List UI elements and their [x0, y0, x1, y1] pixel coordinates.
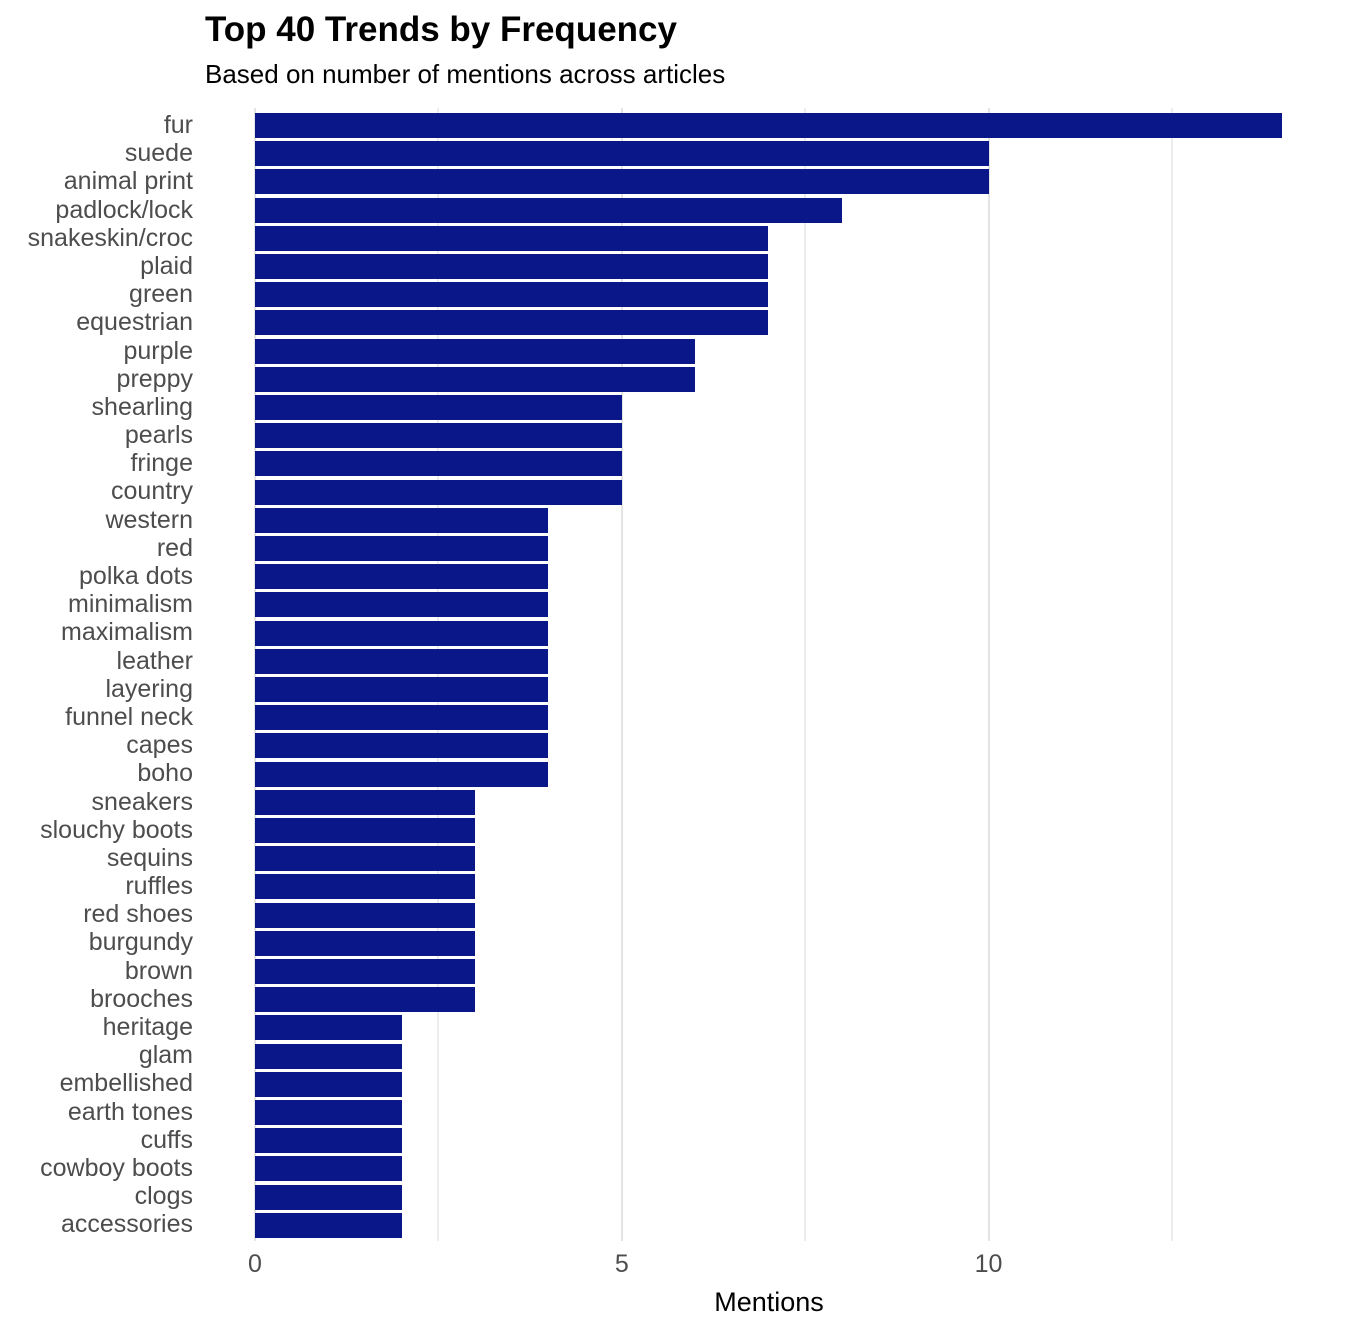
- category-label: leather: [116, 646, 193, 675]
- category-label: capes: [126, 731, 193, 760]
- bar: [255, 677, 549, 702]
- bar: [255, 1100, 402, 1125]
- category-label: fur: [163, 111, 193, 139]
- category-label: preppy: [116, 364, 193, 393]
- bar: [255, 395, 622, 420]
- category-label: country: [111, 477, 193, 506]
- category-label: pearls: [124, 421, 193, 450]
- category-label: heritage: [102, 1013, 193, 1041]
- category-label: brooches: [90, 984, 193, 1013]
- chart-subtitle: Based on number of mentions across artic…: [205, 59, 726, 89]
- category-label: snakeskin/croc: [27, 223, 193, 252]
- category-label: cowboy boots: [40, 1153, 193, 1182]
- bar: [255, 1128, 402, 1154]
- gridline-major: [254, 108, 256, 1241]
- category-label: western: [105, 505, 193, 534]
- category-label: accessories: [61, 1210, 193, 1239]
- category-label: ruffles: [125, 872, 193, 901]
- bar: [255, 338, 696, 364]
- bar: [255, 282, 769, 308]
- category-label: earth tones: [67, 1097, 193, 1126]
- gridline-minor: [804, 108, 807, 1241]
- category-label: fringe: [130, 449, 193, 478]
- category-label: shearling: [91, 392, 193, 421]
- gridline-minor: [1170, 108, 1173, 1241]
- bar: [255, 705, 549, 731]
- gridline-major: [620, 108, 623, 1241]
- gridline-minor: [437, 108, 440, 1241]
- category-label: polka dots: [79, 562, 193, 590]
- x-axis-title: Mentions: [714, 1287, 824, 1317]
- category-label: plaid: [140, 251, 193, 280]
- category-label: clogs: [134, 1182, 193, 1211]
- bar: [255, 254, 769, 279]
- category-label: funnel neck: [65, 702, 193, 731]
- category-label: embellished: [59, 1069, 193, 1098]
- bar: [255, 423, 622, 449]
- category-label: minimalism: [68, 590, 193, 619]
- bar: [255, 987, 476, 1013]
- bar: [255, 902, 476, 928]
- bar: [255, 761, 549, 787]
- bar: [255, 1015, 402, 1041]
- bar: [255, 789, 476, 815]
- category-label: green: [129, 280, 193, 309]
- category-label: layering: [105, 674, 193, 703]
- bar: [255, 959, 476, 984]
- category-label: equestrian: [76, 308, 193, 337]
- bar: [255, 564, 549, 590]
- bar: [255, 1071, 402, 1097]
- category-label: purple: [123, 336, 194, 365]
- category-label: padlock/lock: [55, 195, 193, 224]
- bar: [255, 141, 989, 167]
- x-tick-label: 0: [248, 1250, 262, 1278]
- gridline-major: [987, 108, 990, 1241]
- bar: [255, 1184, 402, 1210]
- category-label: brown: [124, 956, 193, 985]
- bar: [255, 846, 476, 872]
- bar: [255, 874, 476, 900]
- bar: [255, 733, 549, 759]
- category-label: suede: [124, 139, 193, 168]
- category-label: slouchy boots: [40, 815, 193, 844]
- plot-panel: [254, 108, 1348, 1241]
- category-label: burgundy: [88, 928, 193, 957]
- category-label: maximalism: [61, 618, 193, 647]
- category-label: boho: [137, 759, 193, 788]
- category-label: glam: [138, 1041, 193, 1070]
- bar: [255, 225, 769, 251]
- y-axis-labels: fur suede animal print padlock/lock snakeski…: [0, 111, 193, 1239]
- category-label: sneakers: [91, 787, 193, 816]
- x-tick-label: 10: [974, 1250, 1003, 1278]
- category-label: red shoes: [83, 900, 193, 929]
- bar: [255, 451, 622, 477]
- bar: [255, 479, 622, 505]
- bar: [255, 197, 842, 223]
- bar: [255, 1156, 402, 1182]
- bar: [255, 1043, 402, 1069]
- bar: [255, 648, 549, 674]
- category-label: cuffs: [140, 1125, 193, 1154]
- category-label: red: [156, 533, 193, 562]
- chart-title: Top 40 Trends by Frequency: [205, 10, 677, 49]
- bar: [255, 930, 476, 956]
- bar: [255, 592, 549, 618]
- bar: [255, 507, 549, 533]
- x-tick-label: 5: [614, 1250, 629, 1278]
- bar: [255, 113, 1282, 138]
- bar: [255, 366, 696, 392]
- bar: [255, 1212, 402, 1238]
- bar: [255, 169, 989, 195]
- category-label: animal print: [63, 167, 193, 196]
- bar: [255, 310, 769, 336]
- category-label: sequins: [106, 843, 193, 872]
- bar: [255, 536, 549, 561]
- bar: [255, 620, 549, 646]
- bar: [255, 818, 476, 843]
